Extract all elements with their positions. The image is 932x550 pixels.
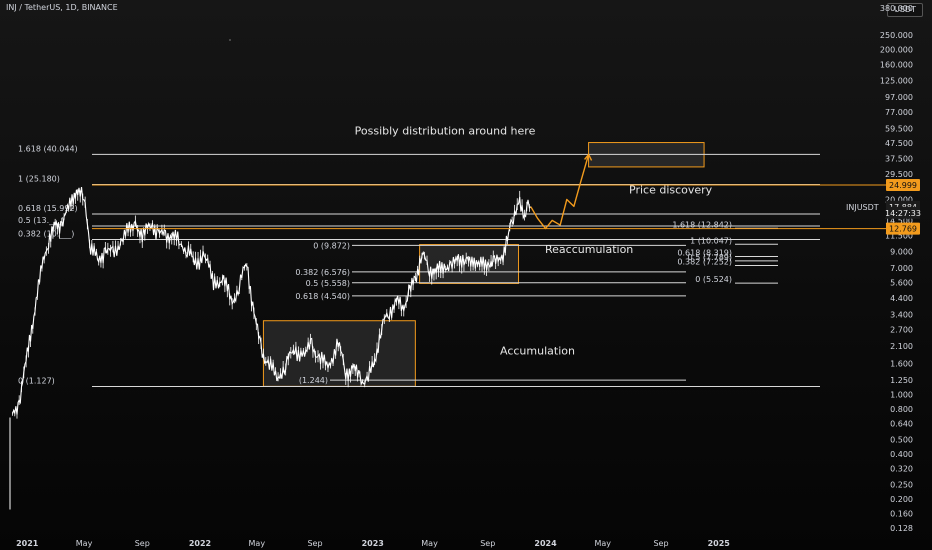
zone-box xyxy=(263,321,415,387)
x-tick-label: Sep xyxy=(135,539,150,548)
fib-label-mid: 0.5 (5.558) xyxy=(306,279,350,288)
x-tick-label: May xyxy=(249,539,266,548)
y-tick-label: 3.400 xyxy=(890,311,913,320)
y-tick-label: 4.400 xyxy=(890,294,913,303)
y-tick-label: 7.000 xyxy=(890,264,913,273)
fib-label-right: 0.382 (7.252) xyxy=(677,257,732,266)
x-tick-label: 2021 xyxy=(16,539,39,548)
y-tick-label: 9.000 xyxy=(890,247,913,256)
fib-label-mid: 0 (9.872) xyxy=(313,241,350,250)
x-tick-label: Sep xyxy=(480,539,495,548)
fib-label-mid: 0.382 (6.576) xyxy=(295,268,350,277)
price-tag-text: 14:27:33 xyxy=(885,209,921,218)
y-tick-label: 1.250 xyxy=(890,376,913,385)
y-tick-label: 29.500 xyxy=(885,170,913,179)
price-tag-text: 24.999 xyxy=(889,181,917,190)
x-tick-label: 2025 xyxy=(708,539,731,548)
y-tick-label: 380.000 xyxy=(880,4,913,13)
y-tick-label: 0.250 xyxy=(890,480,913,489)
fib-label-right: 1.618 (12.842) xyxy=(672,220,732,229)
x-tick-label: May xyxy=(595,539,612,548)
annotation-label: Price discovery xyxy=(629,183,713,196)
y-tick-label: 1.000 xyxy=(890,390,913,399)
fib-label-right: 1 (10.047) xyxy=(690,236,732,245)
y-tick-label: 0.500 xyxy=(890,435,913,444)
fib-label: 1 (25.180) xyxy=(18,175,60,184)
x-tick-label: Sep xyxy=(653,539,668,548)
y-tick-label: 250.000 xyxy=(880,31,913,40)
x-tick-label: 2022 xyxy=(189,539,211,548)
y-tick-label: 77.000 xyxy=(885,108,913,117)
annotation-label: Accumulation xyxy=(500,344,575,357)
x-tick-label: May xyxy=(76,539,93,548)
price-tag-text: 12.769 xyxy=(889,225,917,234)
x-tick-label: Sep xyxy=(307,539,322,548)
y-tick-label: 160.000 xyxy=(880,60,913,69)
fib-label-mid: 0.618 (4.540) xyxy=(295,292,350,301)
fib-label: 0.382 (10.___) xyxy=(18,230,74,239)
y-tick-label: 0.400 xyxy=(890,450,913,459)
y-tick-label: 59.500 xyxy=(885,125,913,134)
y-tick-label: 0.320 xyxy=(890,464,913,473)
y-tick-label: 0.200 xyxy=(890,495,913,504)
y-tick-label: 200.000 xyxy=(880,46,913,55)
y-tick-label: 1.600 xyxy=(890,360,913,369)
y-tick-label: 0.640 xyxy=(890,419,913,428)
y-tick-label: 5.600 xyxy=(890,278,913,287)
y-tick-label: 0.128 xyxy=(890,524,913,533)
y-tick-label: 2.700 xyxy=(890,326,913,335)
x-tick-label: May xyxy=(421,539,438,548)
fib-label-mid: (1.244) xyxy=(299,376,328,385)
y-tick-label: 0.800 xyxy=(890,405,913,414)
y-tick-label: 0.160 xyxy=(890,509,913,518)
annotation-label: Reaccumulation xyxy=(545,243,633,256)
y-tick-label: 97.000 xyxy=(885,93,913,102)
fib-label-right: 0 (5.524) xyxy=(695,275,732,284)
y-tick-label: 125.000 xyxy=(880,76,913,85)
y-tick-label: 47.500 xyxy=(885,139,913,148)
x-tick-label: 2023 xyxy=(362,539,384,548)
x-tick-label: 2024 xyxy=(534,539,557,548)
fib-label: 1.618 (40.044) xyxy=(18,144,78,153)
y-tick-label: 2.100 xyxy=(890,342,913,351)
annotation-label: Possibly distribution around here xyxy=(355,124,536,137)
symbol-tag-text: INJUSDT xyxy=(846,203,879,212)
projection-path xyxy=(531,154,589,228)
y-tick-label: 37.500 xyxy=(885,155,913,164)
